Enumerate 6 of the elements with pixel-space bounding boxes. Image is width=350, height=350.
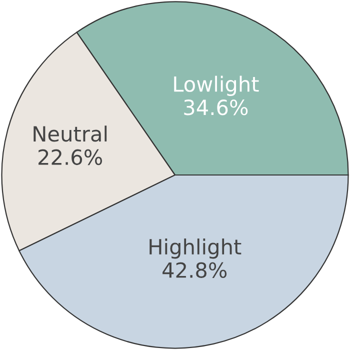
slice-label: Neutral bbox=[34, 126, 107, 142]
data-label: 22.6% bbox=[38, 149, 102, 166]
slice-label: Lowlight bbox=[174, 76, 259, 96]
data-label: 34.6% bbox=[184, 99, 248, 116]
data-label: 42.8% bbox=[162, 262, 227, 278]
slice-label: Highlight bbox=[150, 238, 242, 259]
